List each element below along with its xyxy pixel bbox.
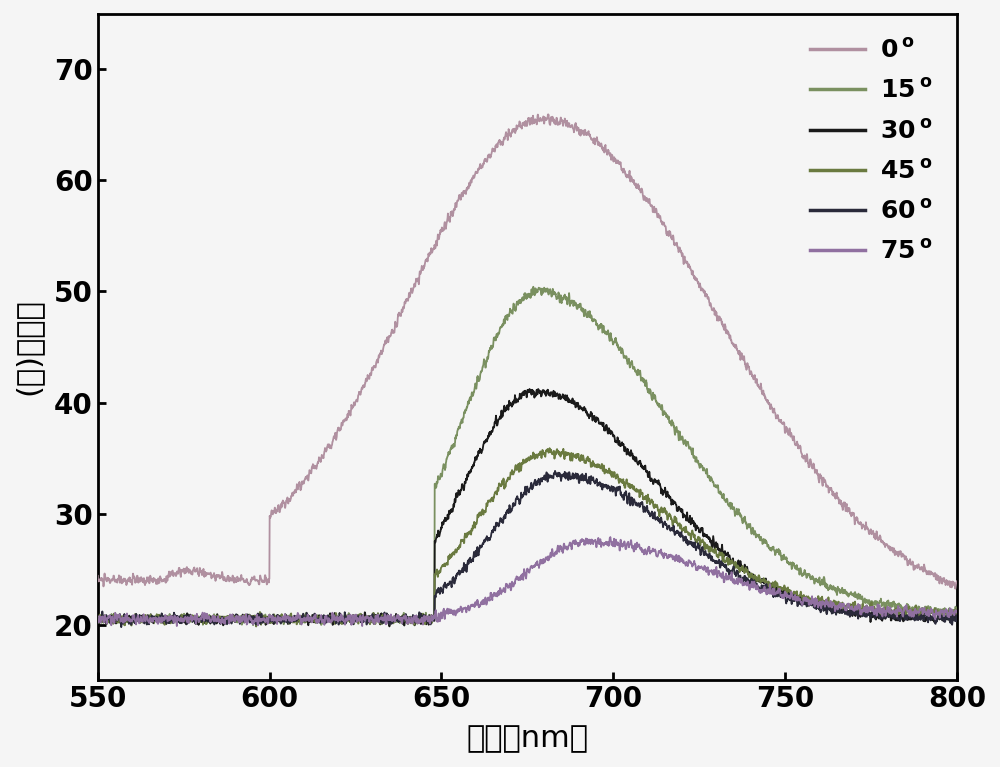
Legend: $\bf{0}$$\,^{\bf{o}}$, $\bf{15}$$\,^{\bf{o}}$, $\bf{30}$$\,^{\bf{o}}$, $\bf{45}$: $\bf{0}$$\,^{\bf{o}}$, $\bf{15}$$\,^{\bf… (797, 26, 945, 277)
Y-axis label: (％)反射率: (％)反射率 (14, 298, 43, 396)
X-axis label: 波长（nm）: 波长（nm） (466, 724, 588, 753)
